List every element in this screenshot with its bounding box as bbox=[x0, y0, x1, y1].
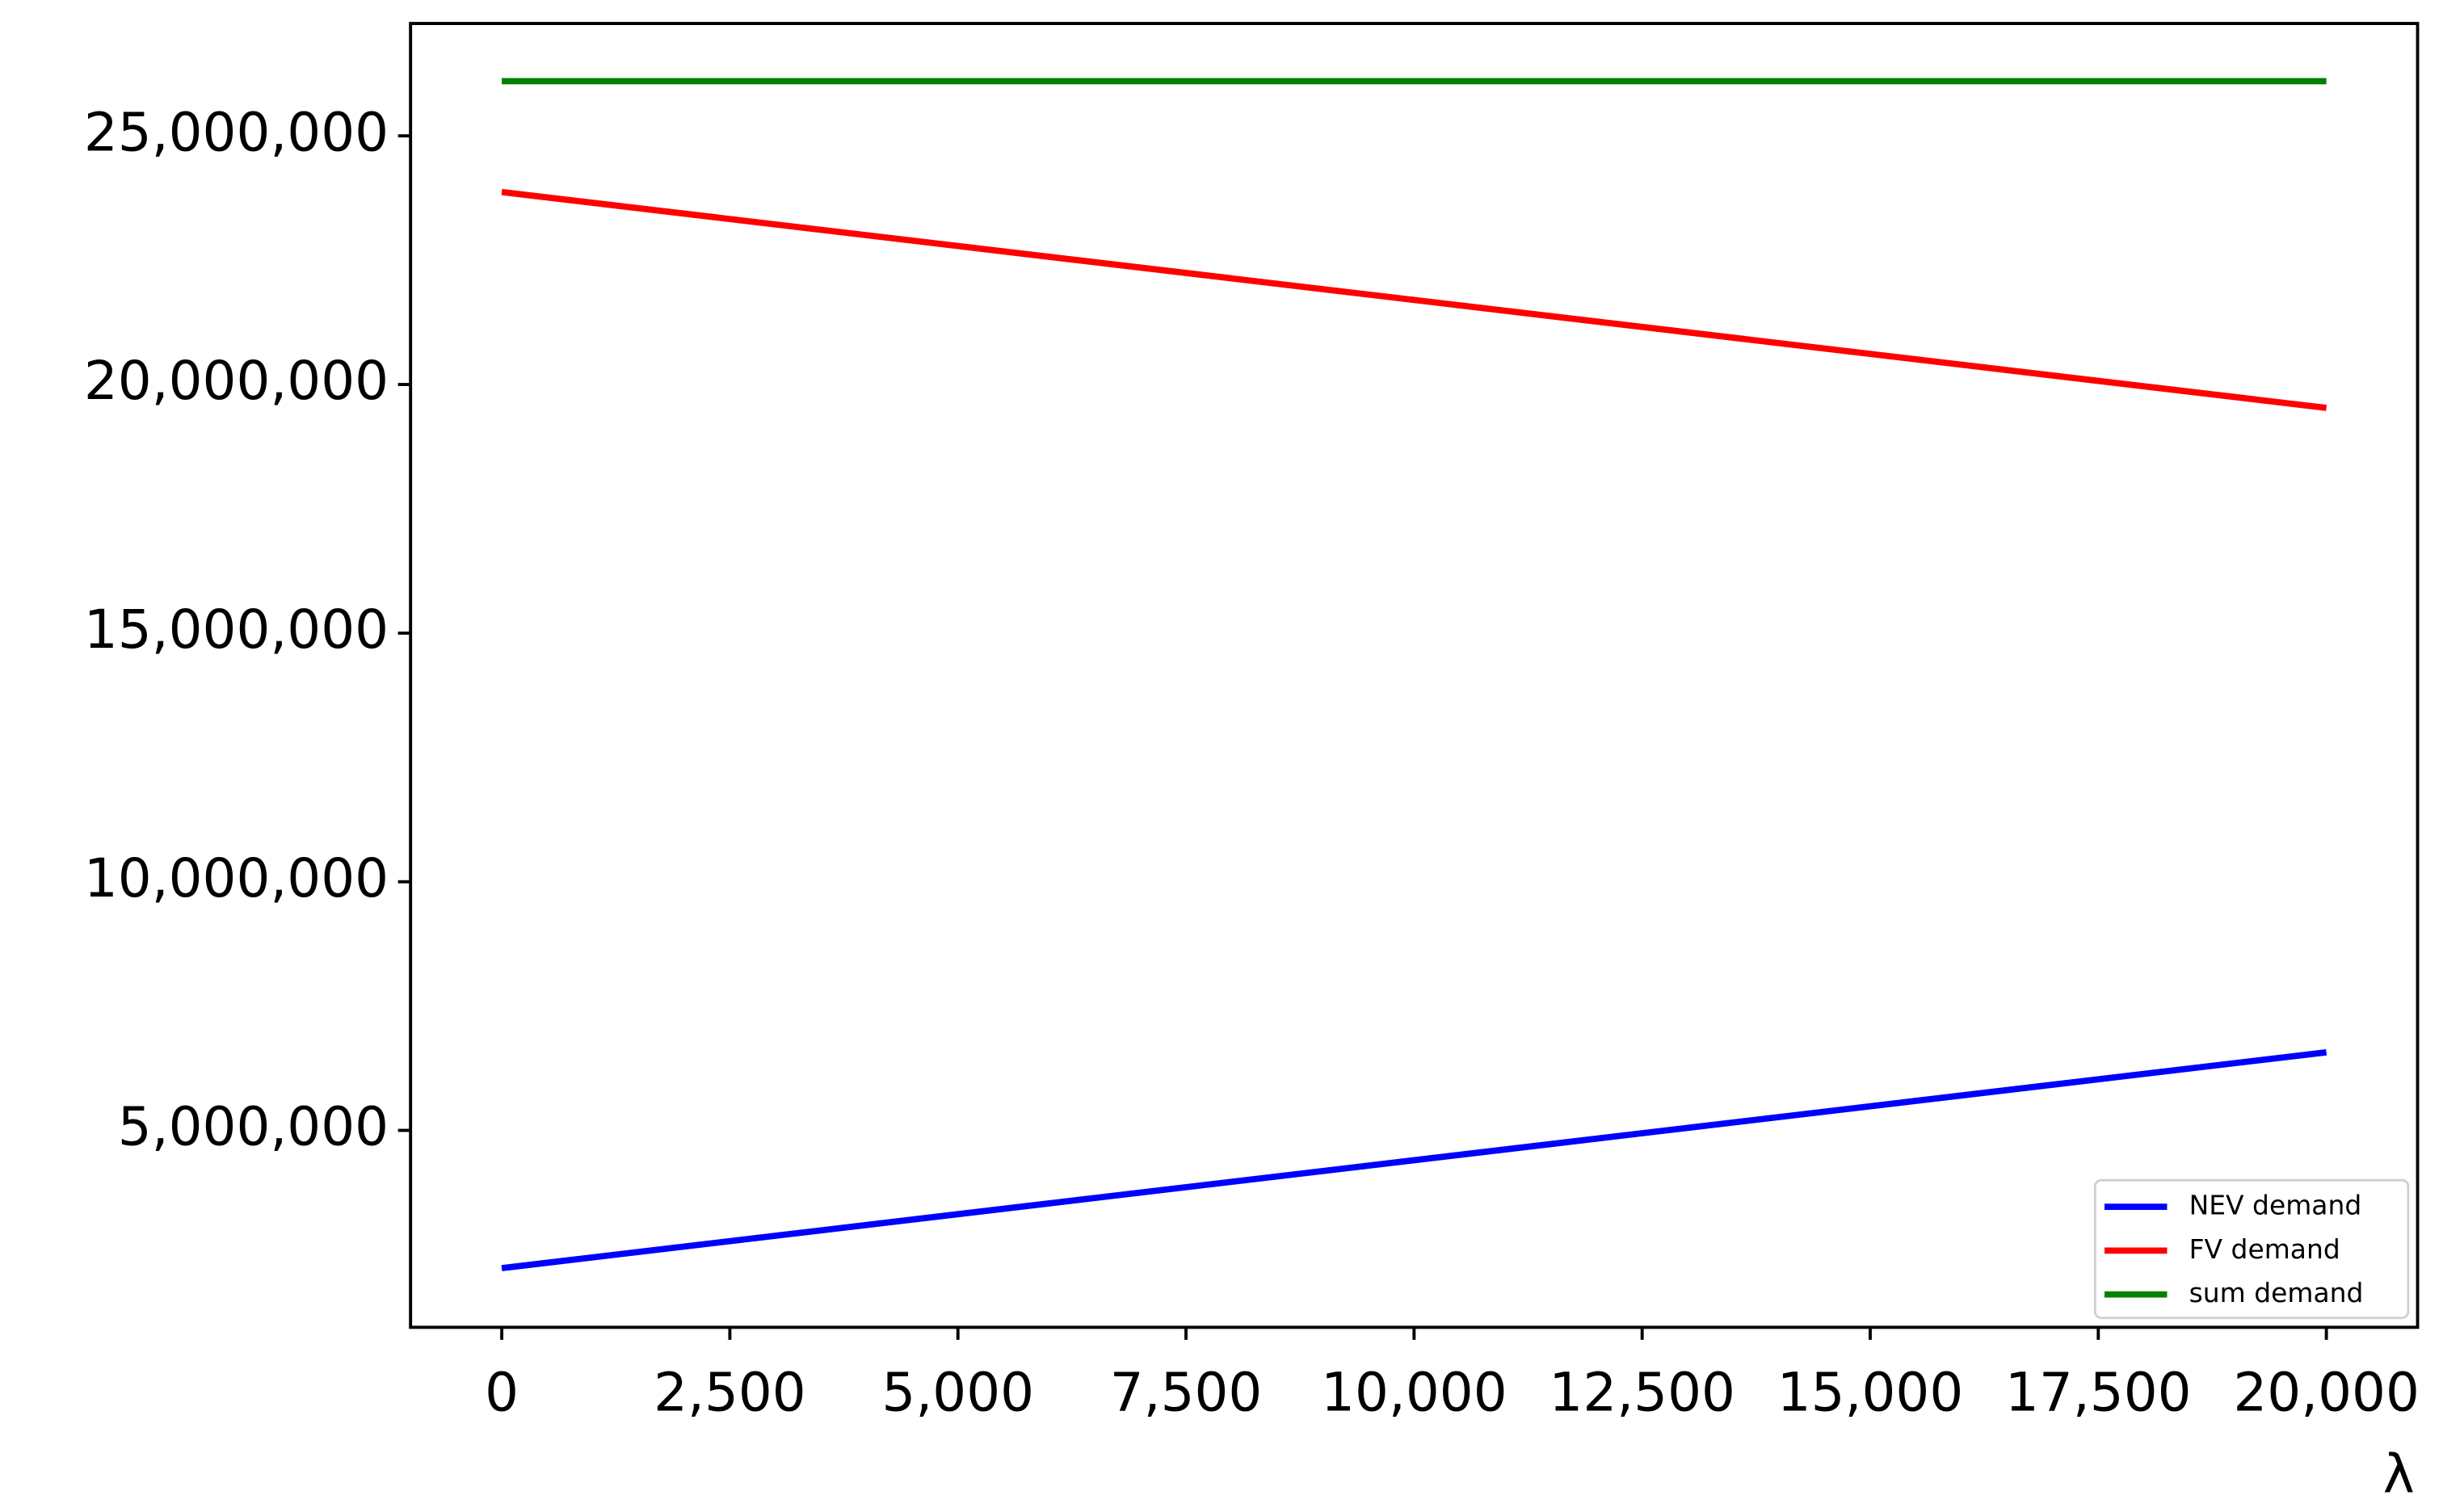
x-tick-label: 2,500 bbox=[654, 1362, 806, 1424]
y-tick-label: 5,000,000 bbox=[118, 1096, 389, 1158]
legend-label: FV demand bbox=[2189, 1233, 2340, 1265]
x-tick-label: 5,000 bbox=[881, 1362, 1034, 1424]
x-axis-label: λ bbox=[2383, 1443, 2415, 1505]
data-line bbox=[501, 188, 2327, 411]
y-tick-label: 20,000,000 bbox=[84, 350, 389, 412]
x-tick-label: 7,500 bbox=[1110, 1362, 1263, 1424]
data-line bbox=[501, 1049, 2327, 1271]
y-tick-label: 10,000,000 bbox=[84, 847, 389, 909]
x-tick-label: 17,500 bbox=[2005, 1362, 2192, 1424]
x-tick-label: 0 bbox=[485, 1362, 519, 1424]
x-tick-label: 20,000 bbox=[2233, 1362, 2420, 1424]
x-tick-label: 10,000 bbox=[1321, 1362, 1507, 1424]
legend-label: sum demand bbox=[2189, 1277, 2364, 1308]
legend-box bbox=[2093, 1178, 2410, 1320]
plot-frame bbox=[409, 22, 2420, 1329]
x-tick-label: 12,500 bbox=[1549, 1362, 1735, 1424]
x-tick-label: 15,000 bbox=[1777, 1362, 1964, 1424]
legend-label: NEV demand bbox=[2189, 1190, 2362, 1221]
y-tick-label: 25,000,000 bbox=[84, 101, 389, 163]
y-tick-label: 15,000,000 bbox=[84, 598, 389, 661]
